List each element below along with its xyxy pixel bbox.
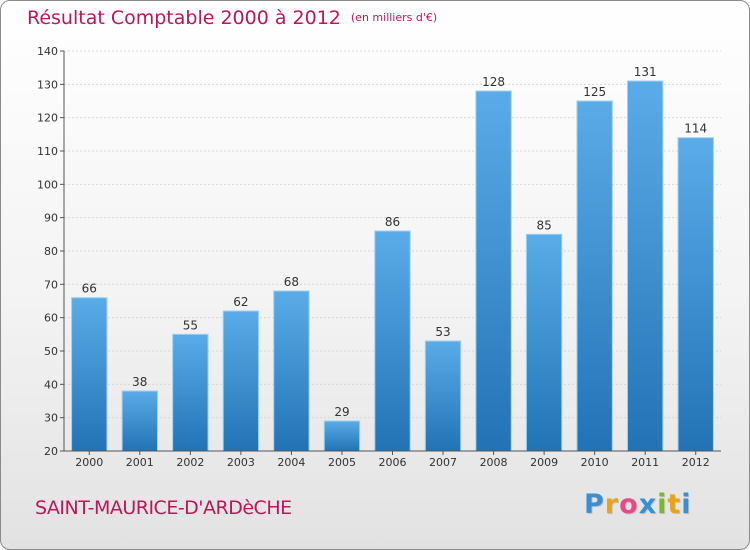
- data-label: 62: [233, 295, 248, 309]
- chart-title: Résultat Comptable 2000 à 2012 (en millie…: [27, 7, 437, 29]
- y-tick-label: 40: [44, 378, 58, 391]
- y-tick-label: 140: [37, 45, 58, 58]
- y-tick-label: 120: [37, 112, 58, 125]
- logo-letter: i: [681, 489, 692, 520]
- y-tick-label: 110: [37, 145, 58, 158]
- title-text: Résultat Comptable 2000 à 2012: [27, 7, 341, 29]
- logo-letter: x: [638, 489, 658, 520]
- bars: [71, 80, 714, 452]
- y-tick-label: 20: [44, 445, 58, 458]
- data-label: 131: [634, 65, 657, 79]
- x-tick-label: 2003: [227, 456, 255, 469]
- x-tick-label: 2012: [682, 456, 710, 469]
- x-tick-label: 2004: [277, 456, 305, 469]
- y-tick-label: 30: [44, 412, 58, 425]
- data-label: 68: [284, 275, 299, 289]
- y-tick-label: 50: [44, 345, 58, 358]
- x-tick-label: 2007: [429, 456, 457, 469]
- city-name: SAINT-MAURICE-D'ARDèCHE: [35, 497, 292, 519]
- data-label: 85: [536, 218, 551, 232]
- bar: [374, 230, 411, 452]
- logo-letter: t: [667, 489, 682, 520]
- bar: [677, 137, 714, 452]
- y-tick-label: 130: [37, 78, 58, 91]
- bar: [222, 310, 260, 452]
- bar: [475, 90, 512, 452]
- data-label: 125: [583, 85, 606, 99]
- y-tick-label: 80: [44, 245, 58, 258]
- x-tick-label: 2006: [379, 456, 407, 469]
- x-tick-label: 2011: [631, 456, 659, 469]
- logo-letter: r: [604, 489, 620, 520]
- data-label: 38: [132, 375, 147, 389]
- x-tick-label: 2010: [581, 456, 609, 469]
- y-tick-label: 90: [44, 212, 58, 225]
- data-label: 53: [435, 325, 450, 339]
- x-tick-label: 2000: [75, 456, 103, 469]
- bar: [424, 340, 462, 452]
- axes: [60, 50, 721, 455]
- y-tick-label: 100: [37, 178, 58, 191]
- labels: 20 30 40 50 60 70 80 90 100 110 120 130 140 66 2000 38 2…: [37, 45, 710, 469]
- data-label: 29: [334, 405, 349, 419]
- data-label: 128: [482, 75, 505, 89]
- data-label: 66: [82, 282, 97, 296]
- bar: [121, 390, 158, 452]
- bar: [172, 333, 209, 452]
- unit-text: (en milliers d'€): [350, 11, 438, 24]
- bar: [71, 297, 108, 452]
- y-tick-label: 60: [44, 312, 58, 325]
- logo-letter: P: [584, 489, 605, 520]
- x-tick-label: 2009: [530, 456, 558, 469]
- y-tick-label: 70: [44, 278, 58, 291]
- bar: [576, 100, 613, 452]
- data-label: 86: [385, 215, 400, 229]
- bar: [525, 233, 563, 452]
- bar: [323, 420, 361, 452]
- x-tick-label: 2001: [126, 456, 154, 469]
- x-tick-label: 2008: [480, 456, 508, 469]
- data-label: 114: [684, 122, 707, 136]
- proxiti-logo: Proxiti: [584, 489, 692, 520]
- x-tick-label: 2002: [176, 456, 204, 469]
- data-label: 55: [183, 318, 198, 332]
- bar: [627, 80, 664, 452]
- logo-letter: i: [657, 489, 668, 520]
- x-tick-label: 2005: [328, 456, 356, 469]
- logo-letter: o: [619, 489, 639, 520]
- bar: [273, 290, 310, 452]
